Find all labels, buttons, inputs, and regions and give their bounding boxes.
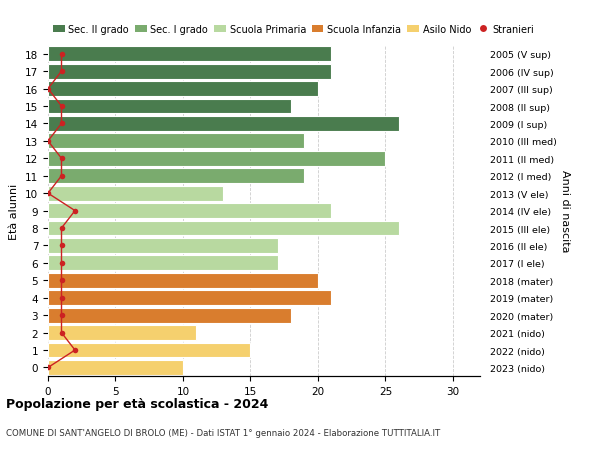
- Point: [56, 242, 67, 250]
- Bar: [48, 47, 331, 62]
- Text: COMUNE DI SANT'ANGELO DI BROLO (ME) - Dati ISTAT 1° gennaio 2024 - Elaborazione : COMUNE DI SANT'ANGELO DI BROLO (ME) - Da…: [6, 428, 440, 437]
- Point: [43, 364, 53, 371]
- Point: [56, 312, 67, 319]
- Bar: [48, 291, 331, 306]
- Point: [43, 86, 53, 93]
- Bar: [48, 117, 399, 132]
- Bar: [48, 360, 183, 375]
- Bar: [48, 273, 318, 288]
- Point: [56, 155, 67, 162]
- Bar: [48, 325, 196, 340]
- Point: [56, 294, 67, 302]
- Point: [56, 329, 67, 336]
- Bar: [48, 82, 318, 97]
- Bar: [48, 134, 304, 149]
- Point: [56, 68, 67, 76]
- Point: [70, 207, 80, 215]
- Point: [43, 138, 53, 145]
- Point: [56, 225, 67, 232]
- Bar: [48, 204, 331, 218]
- Bar: [48, 221, 399, 236]
- Legend: Sec. II grado, Sec. I grado, Scuola Primaria, Scuola Infanzia, Asilo Nido, Stran: Sec. II grado, Sec. I grado, Scuola Prim…: [53, 24, 534, 34]
- Bar: [48, 308, 291, 323]
- Point: [56, 260, 67, 267]
- Y-axis label: Anni di nascita: Anni di nascita: [560, 170, 571, 252]
- Point: [56, 121, 67, 128]
- Y-axis label: Età alunni: Età alunni: [10, 183, 19, 239]
- Point: [56, 173, 67, 180]
- Point: [56, 103, 67, 111]
- Bar: [48, 239, 277, 253]
- Bar: [48, 169, 304, 184]
- Point: [56, 51, 67, 58]
- Bar: [48, 151, 385, 166]
- Bar: [48, 343, 251, 358]
- Point: [70, 347, 80, 354]
- Bar: [48, 256, 277, 271]
- Bar: [48, 100, 291, 114]
- Bar: [48, 65, 331, 79]
- Point: [56, 277, 67, 285]
- Text: Popolazione per età scolastica - 2024: Popolazione per età scolastica - 2024: [6, 397, 268, 410]
- Bar: [48, 186, 223, 201]
- Point: [43, 190, 53, 197]
